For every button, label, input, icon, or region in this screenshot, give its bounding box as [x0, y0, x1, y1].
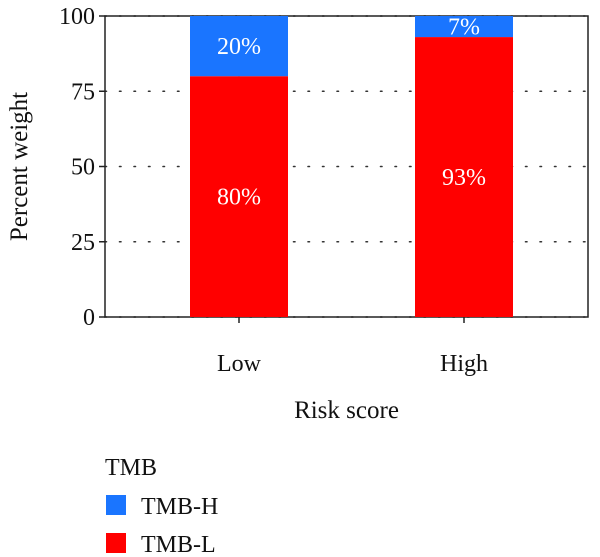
data-label: 20% — [217, 34, 261, 60]
bar-segment-tmb-h-high — [415, 16, 513, 38]
legend-label: TMB-L — [141, 532, 216, 557]
bar-segment-tmb-h-low — [190, 16, 288, 77]
y-tick-label: 25 — [71, 230, 95, 256]
bar-segment-tmb-l-low — [190, 76, 288, 317]
data-label: 93% — [442, 165, 486, 191]
x-tick-label: High — [440, 351, 488, 377]
legend-swatch — [106, 533, 126, 553]
x-axis: Low High — [217, 317, 488, 377]
y-axis: 0 25 50 75 100 — [59, 4, 105, 331]
data-label: 7% — [448, 15, 480, 41]
y-tick-label: 100 — [59, 4, 95, 30]
legend-items: TMB-H TMB-L — [106, 494, 218, 557]
data-label: 80% — [217, 185, 261, 211]
x-tick-label: Low — [217, 351, 262, 377]
x-axis-title: Risk score — [294, 397, 399, 424]
legend-label: TMB-H — [141, 494, 218, 520]
y-tick-label: 75 — [71, 79, 95, 105]
bars: 80% 20% 93% 7% — [190, 15, 513, 317]
y-tick-label: 0 — [83, 305, 95, 331]
y-axis-title: Percent weight — [6, 92, 33, 241]
gridlines — [104, 15, 589, 318]
y-tick-label: 50 — [71, 155, 95, 181]
legend-swatch — [106, 495, 126, 515]
legend-title: TMB — [105, 455, 157, 481]
bar-segment-tmb-l-high — [415, 37, 513, 317]
legend: TMB TMB-H TMB-L — [105, 455, 218, 557]
